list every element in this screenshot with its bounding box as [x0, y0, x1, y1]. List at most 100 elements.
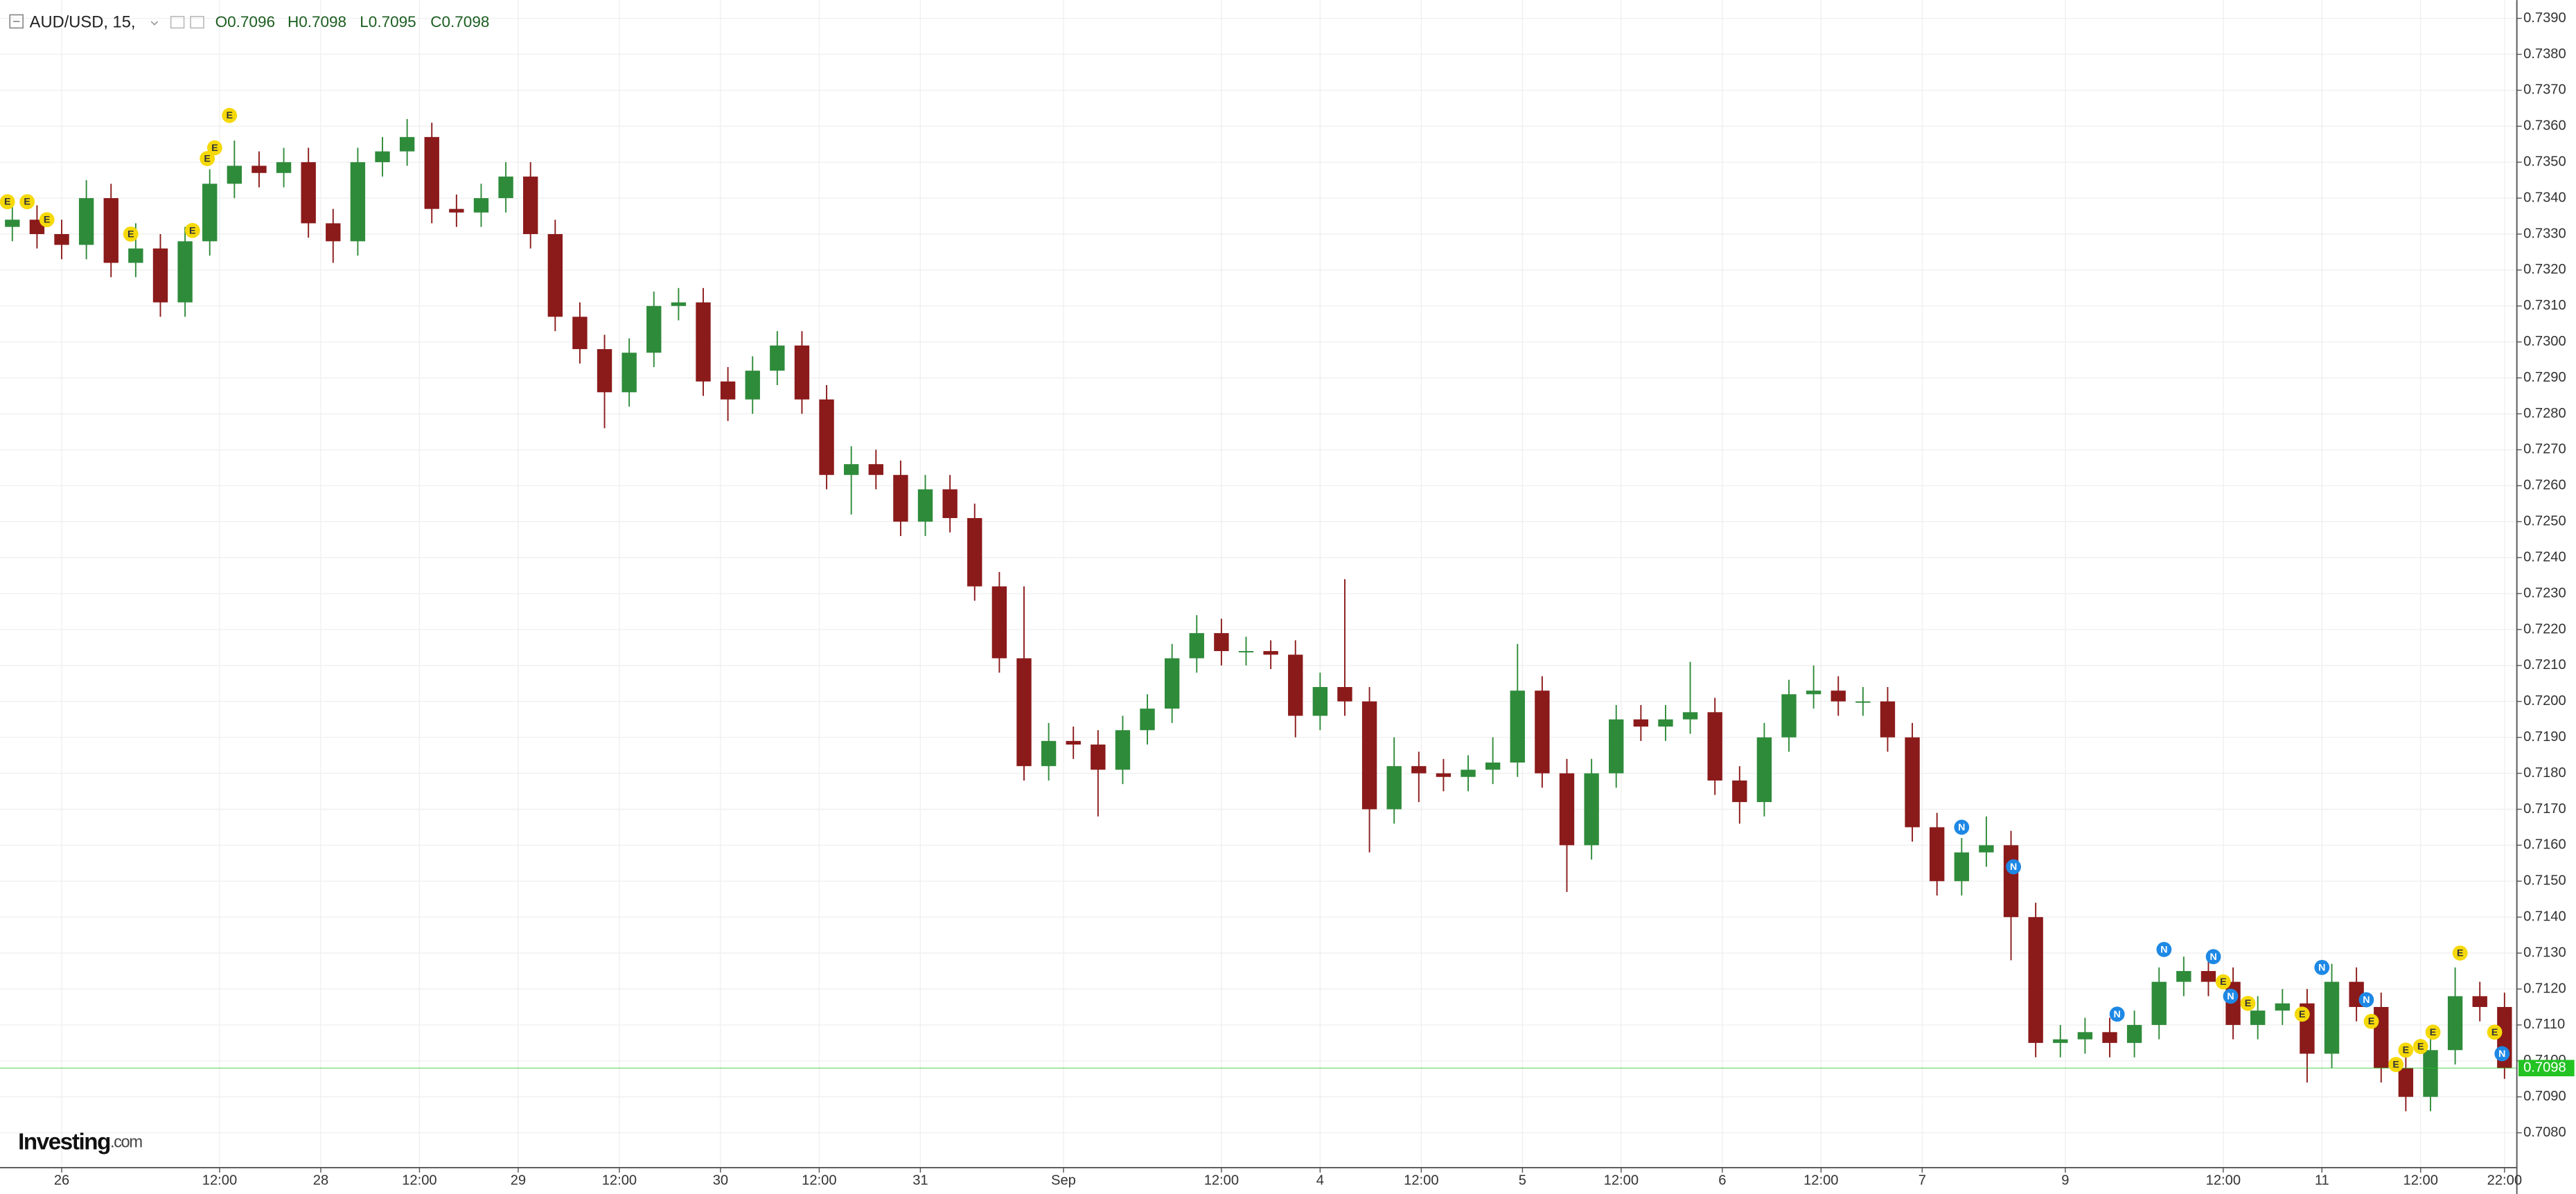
candle-body — [128, 248, 143, 263]
candle-body — [1263, 651, 1278, 655]
event-circle — [2358, 992, 2374, 1008]
candle-body — [1806, 690, 1821, 695]
event-marker[interactable]: N — [2358, 992, 2374, 1008]
event-marker[interactable]: E — [2452, 945, 2468, 961]
candle-body — [1633, 719, 1649, 727]
event-circle — [2425, 1024, 2441, 1040]
y-tick-label: 0.7330 — [2523, 226, 2566, 241]
x-tick-label: 28 — [313, 1173, 328, 1188]
event-marker[interactable]: E — [206, 140, 222, 156]
candle-body — [967, 518, 982, 587]
event-circle — [2006, 859, 2022, 875]
last-price-tag — [2518, 1060, 2575, 1077]
close-label: C0.7098 — [430, 13, 489, 30]
event-marker[interactable]: E — [222, 107, 238, 123]
event-marker[interactable]: N — [2205, 949, 2221, 965]
event-marker[interactable]: E — [0, 194, 15, 210]
settings-icon[interactable] — [170, 15, 185, 29]
candle-body — [473, 198, 489, 213]
candle-body — [1140, 709, 1155, 731]
y-tick-label: 0.7220 — [2523, 621, 2566, 636]
event-marker[interactable]: E — [123, 226, 139, 242]
symbol-title: AUD/USD, 15, — [30, 14, 136, 32]
hide-icon[interactable] — [190, 15, 204, 29]
candle-body — [1115, 730, 1131, 770]
y-tick-label: 0.7290 — [2523, 370, 2566, 385]
candle-body — [1732, 780, 1747, 803]
candle-body — [449, 208, 464, 213]
event-marker[interactable]: E — [19, 194, 35, 210]
candle-body — [819, 399, 834, 475]
event-marker[interactable]: E — [2294, 1006, 2310, 1022]
event-marker[interactable]: N — [2156, 942, 2172, 957]
x-tick-label: 9 — [2061, 1173, 2069, 1188]
collapse-icon[interactable] — [9, 14, 24, 29]
logo-suffix: .com — [110, 1134, 142, 1152]
event-circle — [2294, 1006, 2310, 1022]
candle-body — [2324, 981, 2340, 1054]
event-marker[interactable]: E — [184, 222, 200, 238]
dropdown-icon[interactable] — [150, 21, 159, 26]
candle-body — [1609, 719, 1624, 774]
candle-body — [1016, 658, 1032, 767]
event-marker[interactable]: E — [200, 151, 215, 166]
y-tick-label: 0.7210 — [2523, 657, 2566, 672]
event-marker[interactable]: N — [2006, 859, 2022, 875]
y-tick-label: 0.7370 — [2523, 82, 2566, 98]
y-tick-label: 0.7230 — [2523, 585, 2566, 600]
event-marker[interactable]: E — [2487, 1024, 2503, 1040]
candle-body — [1658, 719, 1673, 727]
candle-body — [745, 371, 760, 400]
event-marker[interactable]: E — [2412, 1039, 2428, 1054]
y-tick-label: 0.7360 — [2523, 118, 2566, 134]
event-marker[interactable]: E — [39, 212, 55, 228]
event-circle — [123, 226, 139, 242]
x-tick-label: 12:00 — [2403, 1173, 2438, 1188]
y-tick-label: 0.7250 — [2523, 514, 2566, 529]
y-tick-label: 0.7140 — [2523, 909, 2566, 925]
event-marker[interactable]: E — [2215, 974, 2231, 990]
candle-body — [103, 198, 118, 263]
event-marker[interactable]: N — [2109, 1006, 2125, 1022]
y-tick-label: 0.7080 — [2523, 1125, 2566, 1140]
event-marker[interactable]: E — [2240, 995, 2256, 1011]
last-price-label: 0.7098 — [2523, 1060, 2566, 1076]
event-marker[interactable]: E — [2398, 1042, 2414, 1058]
event-label: N — [2318, 962, 2325, 973]
candle-body — [646, 305, 662, 353]
grid — [0, 0, 2517, 1168]
x-tick-label: 12:00 — [1204, 1173, 1239, 1188]
y-tick-label: 0.7270 — [2523, 442, 2566, 457]
event-marker[interactable]: N — [1954, 819, 1970, 835]
y-tick-label: 0.7260 — [2523, 478, 2566, 493]
event-circle — [1954, 819, 1970, 835]
event-marker[interactable]: N — [2494, 1046, 2510, 1062]
event-label: E — [2245, 998, 2251, 1009]
event-marker[interactable]: E — [2388, 1057, 2404, 1072]
event-marker[interactable]: E — [2425, 1024, 2441, 1040]
x-tick-label: 7 — [1918, 1173, 1926, 1188]
event-marker[interactable]: E — [2363, 1013, 2379, 1029]
event-circle — [222, 107, 238, 123]
candle-body — [597, 349, 612, 393]
candle-body — [1238, 651, 1254, 652]
event-circle — [39, 212, 55, 228]
x-tick-label: 12:00 — [802, 1173, 836, 1188]
candle-body — [2028, 917, 2043, 1043]
candle-body — [1781, 694, 1797, 738]
candle-body — [1091, 745, 1106, 770]
x-tick-label: 30 — [713, 1173, 728, 1188]
candle-body — [2102, 1032, 2117, 1043]
event-marker[interactable]: N — [2314, 959, 2330, 975]
y-tick-label: 0.7110 — [2523, 1017, 2565, 1032]
event-marker[interactable]: N — [2223, 988, 2239, 1004]
event-circle — [2205, 949, 2221, 965]
event-circle — [2412, 1039, 2428, 1054]
event-circle — [2314, 959, 2330, 975]
event-circle — [2109, 1006, 2125, 1022]
candle-body — [498, 176, 513, 199]
event-label: E — [2457, 948, 2463, 959]
candle-body — [2126, 1024, 2142, 1043]
event-label: N — [2498, 1049, 2505, 1060]
